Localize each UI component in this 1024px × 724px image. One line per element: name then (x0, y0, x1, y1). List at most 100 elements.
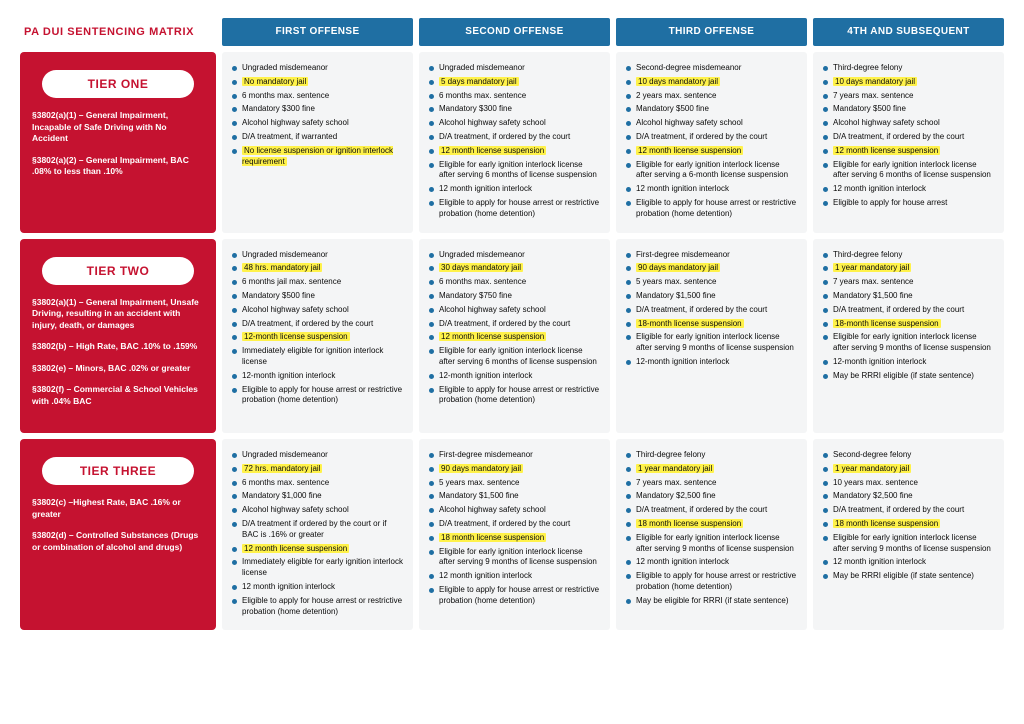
penalty-item: May be RRRI eligible (if state sentence) (823, 371, 994, 382)
penalty-item: No mandatory jail (232, 77, 403, 88)
penalty-item: May be eligible for RRRI (if state sente… (626, 596, 797, 607)
penalty-item: Second-degree felony (823, 450, 994, 461)
penalty-item: 12 month ignition interlock (626, 557, 797, 568)
tier-desc: §3802(a)(2) – General Impairment, BAC .0… (32, 155, 204, 178)
penalty-item: Eligible for early ignition interlock li… (823, 332, 994, 354)
penalty-item: Alcohol highway safety school (232, 118, 403, 129)
cell-t2o3: First-degree misdemeanor 90 days mandator… (616, 239, 807, 433)
highlighted-text: 10 days mandatory jail (636, 77, 720, 86)
cell-t1o3: Second-degree misdemeanor10 days mandato… (616, 52, 807, 233)
penalty-item: Alcohol highway safety school (232, 305, 403, 316)
penalty-item: First-degree misdemeanor (626, 250, 797, 261)
highlighted-text: 18-month license suspension (636, 319, 744, 328)
penalty-item: 12-month ignition interlock (823, 357, 994, 368)
penalty-item: Eligible for early ignition interlock li… (626, 160, 797, 182)
penalty-item: 12 month ignition interlock (823, 557, 994, 568)
highlighted-text: 10 days mandatory jail (833, 77, 917, 86)
penalty-item: Immediately eligible for early ignition … (232, 557, 403, 579)
highlighted-text: 90 days mandatory jail (636, 263, 720, 272)
penalty-item: Alcohol highway safety school (429, 505, 600, 516)
highlighted-text: 12-month license suspension (242, 332, 350, 341)
penalty-item: D/A treatment, if ordered by the court (823, 305, 994, 316)
penalty-item: Mandatory $300 fine (232, 104, 403, 115)
penalty-item: Mandatory $1,500 fine (429, 491, 600, 502)
penalty-item: May be RRRI eligible (if state sentence) (823, 571, 994, 582)
header-first: FIRST OFFENSE (222, 18, 413, 46)
penalty-item: 6 months max. sentence (232, 478, 403, 489)
penalty-item: Third-degree felony (823, 63, 994, 74)
header-fourth: 4TH AND SUBSEQUENT (813, 18, 1004, 46)
tier-desc: §3802(e) – Minors, BAC .02% or greater (32, 363, 204, 374)
matrix-title: PA DUI SENTENCING MATRIX (20, 18, 216, 46)
penalty-item: D/A treatment, if ordered by the court (429, 319, 600, 330)
penalty-item: 6 months max. sentence (429, 91, 600, 102)
penalty-item: 2 years max. sentence (626, 91, 797, 102)
penalty-item: 12-month license suspension (232, 332, 403, 343)
penalty-item: 6 months jail max. sentence (232, 277, 403, 288)
penalty-item: Eligible to apply for house arrest or re… (626, 571, 797, 593)
highlighted-text: 12 month license suspension (439, 146, 546, 155)
penalty-item: 5 days mandatory jail (429, 77, 600, 88)
penalty-item: 12-month ignition interlock (626, 357, 797, 368)
header-third: THIRD OFFENSE (616, 18, 807, 46)
penalty-item: 48 hrs. mandatory jail (232, 263, 403, 274)
penalty-item: 12 month license suspension (429, 332, 600, 343)
tier-desc: §3802(c) –Highest Rate, BAC .16% or grea… (32, 497, 204, 520)
tier-desc: §3802(d) – Controlled Substances (Drugs … (32, 530, 204, 553)
penalty-item: Eligible to apply for house arrest (823, 198, 994, 209)
highlighted-text: 12 month license suspension (636, 146, 743, 155)
penalty-item: 12 month license suspension (626, 146, 797, 157)
penalty-item: Eligible for early ignition interlock li… (823, 533, 994, 555)
cell-t1o4: Third-degree felony 10 days mandatory jai… (813, 52, 1004, 233)
cell-t3o3: Third-degree felony 1 year mandatory jail… (616, 439, 807, 630)
penalty-item: 12-month ignition interlock (429, 371, 600, 382)
penalty-item: Mandatory $500 fine (232, 291, 403, 302)
penalty-item: Eligible for early ignition interlock li… (626, 332, 797, 354)
tier-desc: §3802(f) – Commercial & School Vehicles … (32, 384, 204, 407)
penalty-item: 30 days mandatory jail (429, 263, 600, 274)
penalty-item: Mandatory $500 fine (823, 104, 994, 115)
highlighted-text: 1 year mandatory jail (833, 263, 911, 272)
highlighted-text: No license suspension or ignition interl… (242, 146, 393, 166)
penalty-item: D/A treatment, if ordered by the court (429, 519, 600, 530)
penalty-item: D/A treatment, if warranted (232, 132, 403, 143)
penalty-item: Ungraded misdemeanor (429, 250, 600, 261)
tier-badge: TIER THREE (42, 457, 194, 485)
penalty-item: Mandatory $2,500 fine (823, 491, 994, 502)
cell-t1o1: Ungraded misdemeanor No mandatory jail 6 m… (222, 52, 413, 233)
penalty-item: Ungraded misdemeanor (232, 63, 403, 74)
penalty-item: Eligible to apply for house arrest or re… (429, 385, 600, 407)
penalty-item: 10 years max. sentence (823, 478, 994, 489)
penalty-item: Alcohol highway safety school (626, 118, 797, 129)
penalty-item: Ungraded misdemeanor (232, 450, 403, 461)
penalty-item: Eligible for early ignition interlock li… (626, 533, 797, 555)
penalty-item: D/A treatment, if ordered by the court (626, 305, 797, 316)
penalty-item: 10 days mandatory jail (823, 77, 994, 88)
penalty-item: D/A treatment, if ordered by the court (626, 132, 797, 143)
penalty-item: 5 years max. sentence (429, 478, 600, 489)
cell-t3o2: First-degree misdemeanor90 days mandator… (419, 439, 610, 630)
penalty-item: 90 days mandatory jail (429, 464, 600, 475)
penalty-item: 12 month license suspension (429, 146, 600, 157)
highlighted-text: 12 month license suspension (242, 544, 349, 553)
tier-three-label: TIER THREE §3802(c) –Highest Rate, BAC .… (20, 439, 216, 630)
penalty-item: 7 years max. sentence (823, 91, 994, 102)
penalty-item: 18-month license suspension (823, 319, 994, 330)
penalty-item: D/A treatment, if ordered by the court (429, 132, 600, 143)
penalty-item: 6 months max. sentence (232, 91, 403, 102)
penalty-item: Ungraded misdemeanor (429, 63, 600, 74)
penalty-item: Alcohol highway safety school (429, 305, 600, 316)
highlighted-text: 30 days mandatory jail (439, 263, 523, 272)
highlighted-text: 1 year mandatory jail (636, 464, 714, 473)
penalty-item: 1 year mandatory jail (626, 464, 797, 475)
tier-two-label: TIER TWO §3802(a)(1) – General Impairmen… (20, 239, 216, 433)
penalty-item: 10 days mandatory jail (626, 77, 797, 88)
highlighted-text: 18-month license suspension (833, 319, 941, 328)
highlighted-text: 72 hrs. mandatory jail (242, 464, 322, 473)
penalty-item: Third-degree felony (626, 450, 797, 461)
penalty-item: 1 year mandatory jail (823, 263, 994, 274)
tier-desc: §3802(b) – High Rate, BAC .10% to .159% (32, 341, 204, 352)
penalty-item: 12 month ignition interlock (429, 571, 600, 582)
penalty-item: Eligible to apply for house arrest or re… (232, 385, 403, 407)
penalty-item: D/A treatment, if ordered by the court (823, 505, 994, 516)
